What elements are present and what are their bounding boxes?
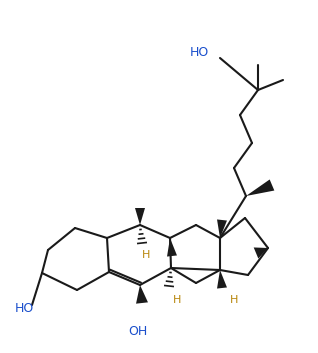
Text: H: H <box>142 250 150 260</box>
Text: HO: HO <box>15 301 34 315</box>
Polygon shape <box>254 247 268 258</box>
Polygon shape <box>217 270 227 288</box>
Polygon shape <box>136 285 148 304</box>
Text: OH: OH <box>128 325 148 338</box>
Polygon shape <box>246 179 274 196</box>
Polygon shape <box>217 220 227 238</box>
Text: H: H <box>230 295 238 305</box>
Polygon shape <box>167 238 177 257</box>
Polygon shape <box>135 208 145 225</box>
Text: H: H <box>173 295 181 305</box>
Text: HO: HO <box>190 46 209 59</box>
